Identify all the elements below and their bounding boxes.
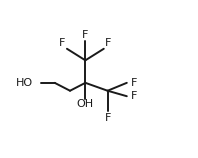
Text: F: F <box>131 91 138 101</box>
Text: F: F <box>105 38 111 48</box>
Text: F: F <box>59 38 66 48</box>
Text: F: F <box>131 78 138 88</box>
Text: OH: OH <box>77 99 94 109</box>
Text: HO: HO <box>16 78 33 88</box>
Text: F: F <box>104 113 111 123</box>
Text: F: F <box>82 30 89 40</box>
